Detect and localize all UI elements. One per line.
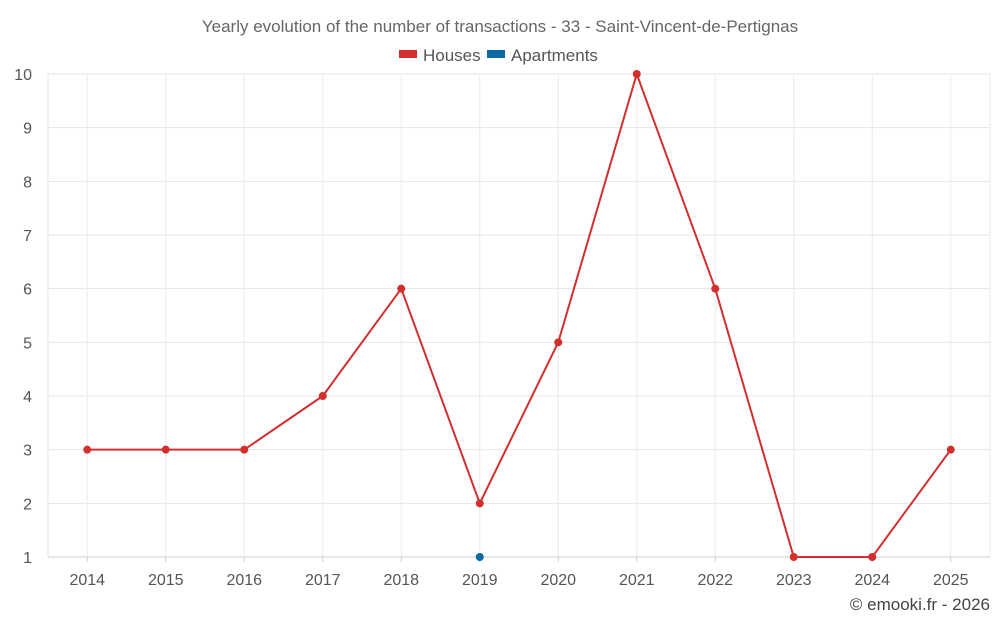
legend-label-apartments: Apartments: [511, 46, 598, 65]
x-tick-label-2017: 2017: [305, 572, 341, 589]
x-tick-label-2014: 2014: [69, 572, 105, 589]
point-houses-2018: [397, 284, 406, 293]
point-houses-2024: [868, 553, 877, 561]
y-tick-label-6: 6: [23, 282, 32, 299]
x-tick-label-2023: 2023: [776, 572, 812, 589]
point-houses-2015: [161, 445, 170, 454]
point-houses-2019: [475, 499, 484, 508]
point-houses-2023: [789, 553, 798, 561]
x-tick-label-2024: 2024: [854, 572, 890, 589]
series-apartments: [475, 553, 484, 561]
series-line-houses: [87, 73, 952, 558]
x-tick-label-2022: 2022: [697, 572, 733, 589]
legend-swatch-houses: [399, 50, 417, 58]
y-tick-label-3: 3: [23, 443, 32, 460]
legend: Houses Apartments: [399, 46, 598, 65]
y-tick-label-8: 8: [23, 174, 32, 191]
x-tick-label-2025: 2025: [933, 572, 969, 589]
y-tick-label-10: 10: [14, 67, 32, 84]
point-houses-2021: [632, 70, 641, 78]
series-houses: [83, 70, 955, 561]
y-tick-label-1: 1: [23, 550, 32, 567]
x-tick-label-2021: 2021: [619, 572, 655, 589]
series-layer: [83, 70, 955, 561]
x-tick-label-2015: 2015: [148, 572, 184, 589]
point-houses-2017: [318, 392, 327, 400]
point-houses-2025: [946, 445, 955, 454]
y-tick-label-4: 4: [23, 389, 32, 406]
point-apartments-2019: [475, 553, 484, 561]
chart-title: Yearly evolution of the number of transa…: [202, 17, 798, 36]
point-houses-2020: [554, 338, 563, 347]
grid: [47, 73, 991, 557]
x-tick-label-2018: 2018: [383, 572, 419, 589]
legend-label-houses: Houses: [423, 46, 481, 65]
x-tick-label-2016: 2016: [226, 572, 262, 589]
point-houses-2014: [83, 445, 92, 454]
y-tick-label-2: 2: [23, 496, 32, 513]
x-tick-label-2020: 2020: [540, 572, 576, 589]
y-tick-label-5: 5: [23, 335, 32, 352]
axes: 1 2 3 4 5 6 7 8 9 10 2014 2015 2016 2017 2018 2019 2020 2…: [14, 67, 990, 589]
y-tick-label-9: 9: [23, 121, 32, 138]
legend-swatch-apartments: [487, 50, 505, 58]
x-tick-label-2019: 2019: [462, 572, 498, 589]
point-houses-2016: [240, 445, 249, 454]
y-tick-label-7: 7: [23, 228, 32, 245]
point-houses-2022: [711, 284, 720, 293]
footer-credit: © emooki.fr - 2026: [849, 595, 990, 614]
